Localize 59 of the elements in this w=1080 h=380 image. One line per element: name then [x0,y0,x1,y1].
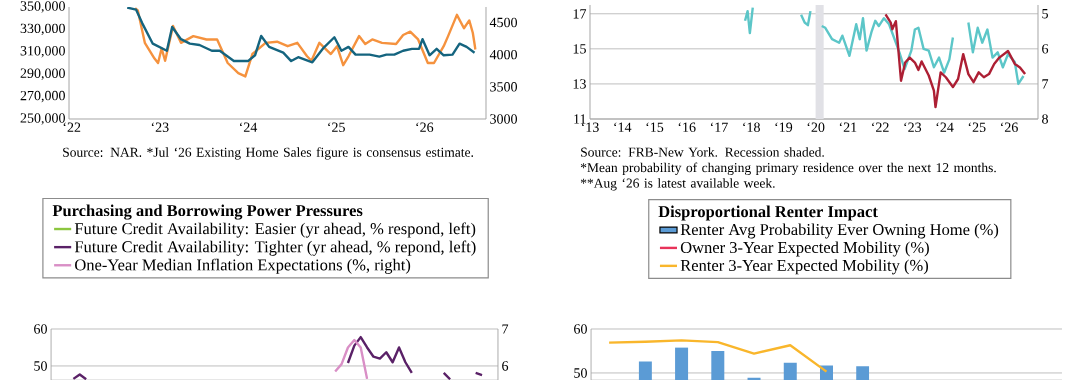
y-tick-label: 60 [574,324,587,334]
y-tick-label: 13 [573,79,586,89]
x-tick-label: ‘22 [63,122,81,132]
x-tick-label: ‘23 [904,122,922,132]
x-tick-label: ‘17 [710,122,728,132]
x-tick-label: ‘14 [614,122,632,132]
x-tick-label: ‘26 [1001,122,1018,132]
x-tick-label: ‘16 [678,122,696,132]
legend-label: One-Year Median Inflation Expectations (%, right) [75,258,411,274]
x-tick-label: ‘25 [328,122,345,132]
y2-tick-label: 6 [1042,44,1049,54]
x-tick-label: ‘24 [936,122,954,132]
y-tick-label: 11 [574,114,586,124]
y2-tick-label: 4000 [489,49,517,60]
y-tick-label: 50 [34,361,47,371]
line-series [607,339,828,373]
legend-label: Owner 3-Year Expected Mobility (%) [680,241,929,257]
line-series [126,6,476,64]
source-note: Source: NAR. *Jul ‘26 Existing Home Sales figure is consensus estimate. [63,147,474,160]
x-tick-label: ‘19 [775,122,793,132]
y-tick-label: 290,000 [20,68,65,80]
legend-label: Renter Avg Probability Ever Owning Home (%) [680,223,999,239]
x-tick-label: ‘13 [582,122,599,132]
y2-tick-label: 8 [1042,114,1048,124]
y2-tick-label: 7 [1042,79,1049,89]
y-tick-label: 250,000 [20,113,65,125]
x-tick-label: ‘21 [839,122,857,132]
legend-label: Renter 3-Year Expected Mobility (%) [680,259,929,275]
line-series [333,338,369,380]
y-tick-label: 60 [34,324,47,334]
x-tick-label: ‘22 [872,122,889,132]
y2-tick-label: 3500 [490,82,517,92]
y2-tick-label: 7 [502,324,509,334]
source-note: Source: FRB-New York. Recession shaded. [581,147,824,157]
text: *Mean probability of changing primary residence over the next 12 months. [580,162,996,175]
legend-label: Future Credit Availability: Tighter (yr ahead, % repond, left) [74,240,476,256]
legend-title: Disproportional Renter Impact [658,205,878,221]
text: **Aug ‘26 is latest available week. [580,178,775,191]
x-tick-label: ‘18 [743,122,760,132]
line-series [884,13,1027,109]
x-tick-label: ‘26 [416,122,434,132]
y-tick-label: 50 [574,368,587,378]
y2-tick-label: 6 [502,361,509,371]
y-tick-label: 330,000 [20,23,65,36]
y2-tick-label: 4500 [489,17,517,28]
x-tick-label: ‘25 [968,122,986,132]
y-tick-label: 350,000 [20,1,65,13]
y-tick-label: 15 [573,44,586,54]
y2-tick-label: 3000 [490,114,517,124]
y2-tick-label: 5 [1042,9,1048,19]
legend-label: Future Credit Availability: Easier (yr ahead, % respond, left) [74,222,476,238]
y-tick-label: 310,000 [20,46,65,58]
x-tick-label: ‘24 [240,122,258,132]
x-tick-label: ‘23 [151,122,169,132]
x-tick-label: ‘20 [807,122,825,132]
y-tick-label: 17 [573,9,587,19]
x-tick-label: ‘15 [646,122,664,132]
y-tick-label: 270,000 [20,90,65,103]
legend-title: Purchasing and Borrowing Power Pressures [52,204,363,220]
